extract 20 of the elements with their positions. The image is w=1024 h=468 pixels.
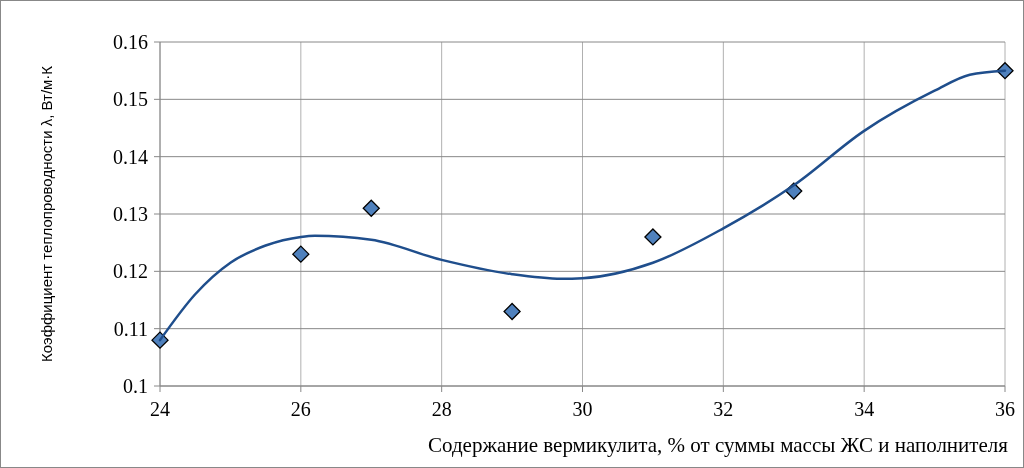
point: [292, 245, 310, 263]
x-tick-label: 36: [995, 398, 1015, 420]
y-tick-label: 0.1: [123, 375, 148, 397]
x-tick-label: 32: [713, 398, 734, 420]
y-tick-label: 0.12: [113, 260, 148, 283]
x-tick-label: 24: [150, 398, 170, 420]
y-tick-label: 0.16: [113, 31, 148, 53]
x-tick-label: 34: [854, 398, 875, 420]
y-tick-label: 0.15: [113, 88, 148, 111]
x-tick-label: 30: [572, 398, 593, 420]
y-tick-label: 0.13: [113, 203, 148, 225]
x-tick-label: 28: [431, 398, 452, 420]
point: [644, 228, 662, 246]
point: [362, 199, 380, 217]
x-axis-title: Содержание вермикулита, % от суммы массы ЖС и наполнителя: [427, 433, 1009, 457]
point: [503, 302, 521, 321]
y-tick-label: 0.14: [113, 145, 148, 168]
x-tick-label: 26: [290, 398, 311, 420]
y-axis-title: Коэффициент теплопроводности λ, Вт/м·К: [38, 65, 55, 363]
y-tick-label: 0.11: [113, 317, 148, 340]
